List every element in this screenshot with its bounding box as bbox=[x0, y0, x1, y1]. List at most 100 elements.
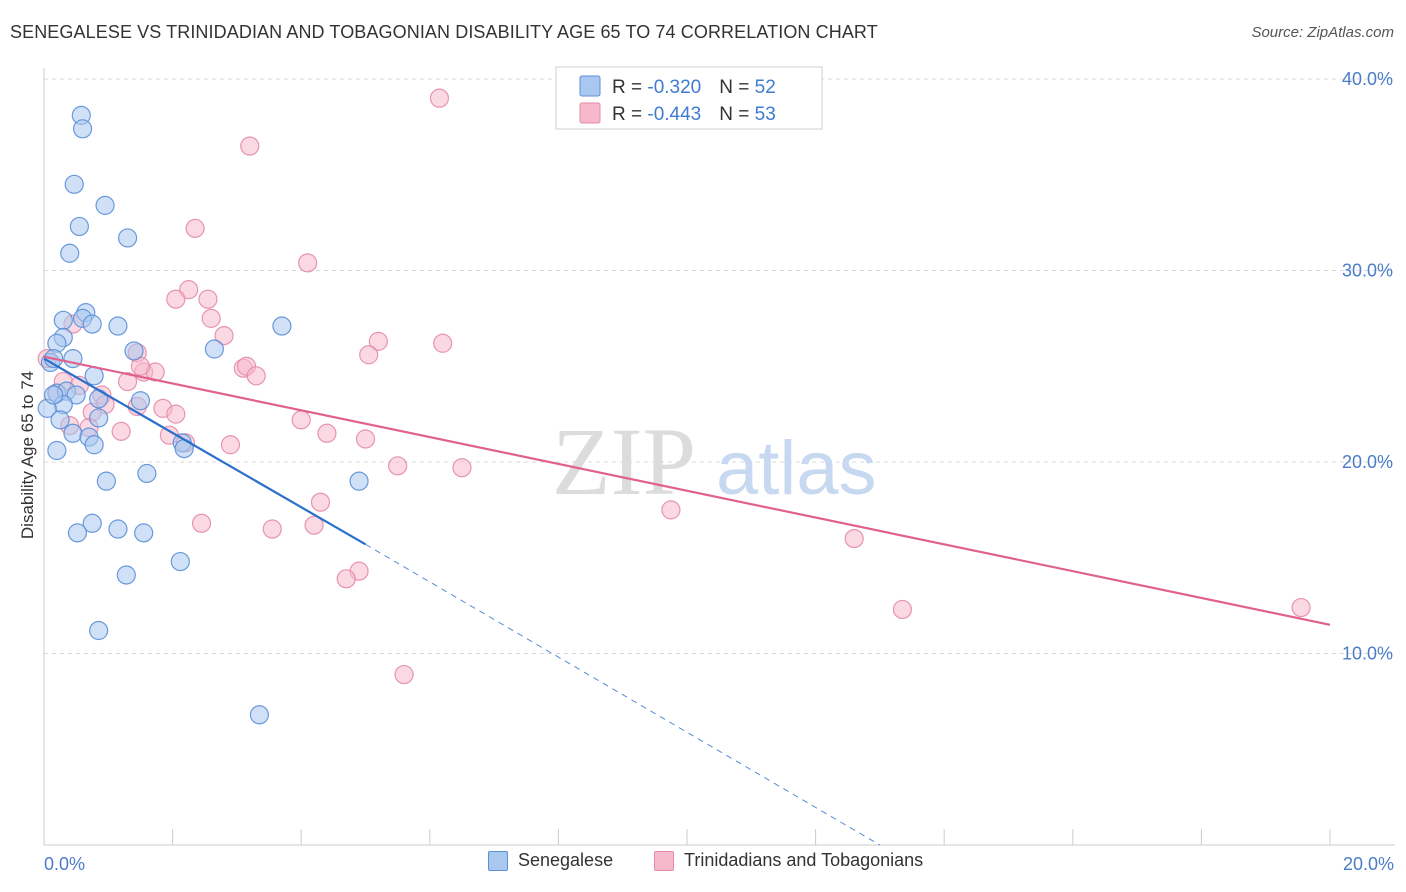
senegalese-point bbox=[96, 471, 116, 491]
trinidadian-point bbox=[117, 371, 138, 392]
legend-r-label-blue: R = bbox=[612, 77, 647, 98]
trend-lines bbox=[43, 355, 1331, 846]
senegalese-point bbox=[204, 339, 224, 359]
series-senegalese-points bbox=[37, 105, 369, 725]
senegalese-point bbox=[84, 435, 104, 455]
trinidadian-point bbox=[201, 308, 221, 328]
senegalese-point bbox=[89, 408, 109, 428]
senegalese-point bbox=[95, 195, 115, 215]
legend-n-label-blue: N = bbox=[719, 77, 754, 98]
legend-swatch-senegalese bbox=[488, 850, 508, 871]
trinidadian-point bbox=[355, 429, 376, 449]
trinidadian-point bbox=[452, 458, 472, 478]
trinidadian-point bbox=[368, 331, 388, 351]
trinidadian-point bbox=[191, 513, 212, 533]
senegalese-point bbox=[66, 385, 86, 405]
senegalese-point bbox=[349, 471, 369, 491]
trinidadian-point bbox=[166, 404, 186, 424]
trinidadian-point bbox=[661, 500, 681, 520]
legend-label-senegalese: Senegalese bbox=[518, 850, 614, 870]
watermark-atlas: atlas bbox=[716, 426, 877, 511]
trinidadian-point bbox=[291, 410, 311, 430]
legend-swatch-pink bbox=[579, 102, 601, 124]
trinidadian-point bbox=[166, 289, 186, 309]
trinidadian-point bbox=[185, 218, 205, 238]
senegalese-point bbox=[63, 423, 83, 443]
senegalese-point bbox=[50, 410, 70, 430]
watermark-zip: ZIP bbox=[552, 408, 696, 515]
trinidadian-point bbox=[262, 519, 282, 539]
legend-r-value-pink: -0.443 bbox=[647, 104, 701, 125]
senegalese-trend-line bbox=[43, 357, 367, 546]
senegalese-point bbox=[67, 523, 88, 543]
trinidadian-point bbox=[310, 492, 331, 512]
trinidadian-point bbox=[1291, 597, 1311, 618]
senegalese-point bbox=[124, 341, 144, 361]
legend-swatch-trinidadian bbox=[654, 850, 674, 871]
legend-bottom: Senegalese Trinidadians and Tobagonians bbox=[0, 850, 1406, 880]
legend-r-value-blue: -0.320 bbox=[647, 77, 701, 98]
y-tick-label: 30.0% bbox=[1342, 261, 1393, 281]
trinidadian-point bbox=[298, 253, 318, 273]
trinidadian-point bbox=[304, 515, 324, 535]
trinidadian-point bbox=[336, 569, 356, 589]
trinidadian-point bbox=[844, 528, 864, 549]
senegalese-point bbox=[137, 463, 157, 484]
trinidadian-point bbox=[111, 421, 131, 441]
trinidadian-trend-line bbox=[43, 355, 1331, 626]
axes bbox=[43, 68, 1395, 846]
trinidadian-point bbox=[892, 599, 913, 620]
senegalese-point bbox=[108, 316, 128, 336]
trinidadian-point bbox=[220, 435, 241, 455]
legend-n-value-blue: 52 bbox=[755, 77, 776, 98]
trinidadian-point bbox=[240, 136, 260, 156]
senegalese-point bbox=[130, 391, 151, 411]
y-tick-label: 10.0% bbox=[1342, 644, 1393, 664]
senegalese-point bbox=[89, 389, 109, 409]
x-tick-label: 20.0% bbox=[1343, 854, 1394, 874]
series-trinidadian-points bbox=[37, 88, 1311, 685]
y-tick-label: 20.0% bbox=[1342, 452, 1393, 472]
legend-r-label-pink: R = bbox=[612, 104, 647, 125]
legend-top: R = -0.320 N = 52 R = -0.443 N = 53 bbox=[555, 66, 823, 130]
y-tick-label: 40.0% bbox=[1342, 69, 1393, 89]
trinidadian-point bbox=[214, 326, 234, 346]
legend-label-trinidadian: Trinidadians and Tobagonians bbox=[684, 850, 924, 870]
senegalese-point bbox=[249, 705, 270, 725]
trinidadian-point bbox=[179, 280, 199, 300]
watermark: ZIP atlas bbox=[552, 408, 877, 515]
trinidadian-point bbox=[317, 423, 337, 443]
senegalese-point bbox=[47, 440, 67, 461]
senegalese-point bbox=[72, 119, 93, 139]
senegalese-trend-extension bbox=[365, 543, 881, 846]
trinidadian-point bbox=[429, 88, 450, 108]
trinidadian-point bbox=[359, 345, 379, 365]
senegalese-point bbox=[69, 216, 89, 237]
y-axis-label: Disability Age 65 to 74 bbox=[18, 371, 37, 539]
senegalese-point bbox=[134, 523, 154, 543]
senegalese-point bbox=[82, 513, 102, 533]
senegalese-point bbox=[60, 243, 80, 263]
senegalese-point bbox=[82, 314, 102, 334]
trinidadian-point bbox=[198, 289, 218, 309]
senegalese-point bbox=[53, 310, 73, 330]
senegalese-point bbox=[116, 565, 136, 585]
legend-swatch-blue bbox=[579, 75, 601, 97]
legend-n-label-pink: N = bbox=[719, 104, 754, 125]
trinidadian-point bbox=[394, 664, 414, 685]
trinidadian-point bbox=[388, 456, 408, 476]
trinidadian-point bbox=[246, 366, 266, 386]
legend-n-value-pink: 53 bbox=[755, 104, 776, 125]
senegalese-point bbox=[64, 174, 84, 194]
x-tick-label: 0.0% bbox=[44, 854, 85, 874]
source-credit: Source: ZipAtlas.com bbox=[1251, 24, 1394, 41]
senegalese-point bbox=[117, 228, 138, 248]
tick-labels: 10.0% 20.0% 30.0% 40.0% 0.0% 20.0% bbox=[44, 69, 1394, 874]
legend-item-senegalese: Senegalese bbox=[488, 850, 613, 871]
legend-row-pink: R = -0.443 N = 53 bbox=[612, 104, 776, 125]
legend-row-blue: R = -0.320 N = 52 bbox=[612, 77, 776, 98]
senegalese-point bbox=[108, 519, 128, 539]
senegalese-point bbox=[170, 551, 190, 572]
senegalese-point bbox=[44, 385, 64, 405]
